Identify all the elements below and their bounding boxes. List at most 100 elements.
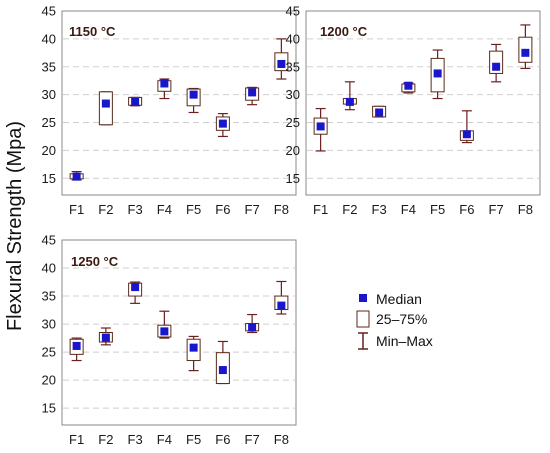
- box-F7: [245, 86, 260, 106]
- median-marker: [101, 99, 110, 108]
- x-tick-label: F3: [128, 202, 143, 217]
- box-F6: [215, 340, 230, 385]
- y-tick-label: 40: [286, 31, 300, 46]
- median-marker: [521, 48, 530, 57]
- box-F4: [157, 78, 172, 100]
- x-tick-label: F7: [245, 432, 260, 447]
- box-F1: [313, 107, 328, 152]
- y-axis-label: Flexural Strength (Mpa): [4, 121, 26, 331]
- median-marker: [462, 130, 471, 139]
- box-F2: [98, 327, 113, 346]
- y-tick-label: 15: [42, 171, 56, 186]
- x-tick-label: F6: [459, 202, 474, 217]
- median-marker: [72, 341, 81, 350]
- y-tick-label: 30: [42, 317, 56, 332]
- box-F3: [128, 96, 143, 107]
- y-tick-label: 30: [42, 87, 56, 102]
- legend-median-label: Median: [376, 291, 422, 307]
- box-F1: [69, 170, 84, 181]
- median-marker: [345, 97, 354, 106]
- legend-median-marker: [359, 294, 367, 302]
- median-marker: [277, 59, 286, 68]
- box-F6: [459, 110, 474, 144]
- x-tick-label: F5: [186, 202, 201, 217]
- median-marker: [404, 81, 413, 90]
- median-marker: [160, 79, 169, 88]
- x-tick-label: F4: [157, 202, 172, 217]
- x-tick-label: F2: [98, 432, 113, 447]
- panel-title: 1150 °C: [69, 24, 116, 39]
- y-tick-label: 40: [42, 31, 56, 46]
- panel-1250: 15 20 25 30 35 40 45 F1 F2 F3 F4 F5 F6 F7 F8 1250 °C: [42, 233, 297, 447]
- y-tick-label: 20: [42, 143, 56, 158]
- x-tick-label: F1: [69, 202, 84, 217]
- box-F3: [128, 281, 143, 304]
- panel-title: 1200 °C: [320, 24, 368, 39]
- box-F7: [245, 313, 260, 334]
- box-F8: [518, 24, 533, 70]
- panel-1150: 15 20 25 30 35 40 45 F1 F2 F3 F4 F5 F6 F7 F8 1150 °C: [42, 4, 297, 217]
- y-tick-label: 20: [42, 373, 56, 388]
- y-tick-label: 35: [42, 289, 56, 304]
- box-F5: [186, 87, 201, 114]
- box-F5: [186, 335, 201, 372]
- x-tick-label: F7: [489, 202, 504, 217]
- y-tick-label: 35: [42, 59, 56, 74]
- y-tick-label: 35: [286, 59, 300, 74]
- x-tick-label: F2: [98, 202, 113, 217]
- median-marker: [492, 62, 501, 71]
- x-tick-label: F3: [372, 202, 387, 217]
- x-tick-label: F4: [157, 432, 172, 447]
- box-F4: [157, 310, 172, 339]
- y-tick-label: 25: [42, 115, 56, 130]
- y-tick-label: 15: [42, 401, 56, 416]
- median-marker: [433, 69, 442, 78]
- y-tick-label: 15: [286, 171, 300, 186]
- median-marker: [131, 97, 140, 106]
- x-tick-label: F5: [186, 432, 201, 447]
- median-marker: [72, 172, 81, 181]
- median-marker: [277, 301, 286, 310]
- box-F6: [215, 112, 230, 138]
- box-F8: [274, 38, 289, 80]
- x-tick-label: F5: [430, 202, 445, 217]
- median-marker: [101, 333, 110, 342]
- median-marker: [218, 366, 227, 375]
- y-tick-label: 25: [42, 345, 56, 360]
- box-F1: [69, 337, 84, 362]
- box-F7: [489, 43, 504, 83]
- median-marker: [316, 122, 325, 131]
- panel-1200: 15 20 25 30 35 40 45 F1 F2 F3 F4 F5 F6 F7 F8 1200 °C: [286, 4, 541, 217]
- legend-box-label: 25–75%: [376, 311, 427, 327]
- y-tick-label: 45: [42, 4, 56, 19]
- x-tick-label: F3: [128, 432, 143, 447]
- median-marker: [160, 327, 169, 336]
- panel-title: 1250 °C: [71, 254, 119, 269]
- median-marker: [189, 90, 198, 99]
- legend: Median 25–75% Min–Max: [356, 291, 433, 350]
- iqr-box: [98, 91, 113, 126]
- y-tick-label: 45: [42, 233, 56, 248]
- legend-range-label: Min–Max: [376, 333, 433, 349]
- x-tick-label: F8: [274, 202, 289, 217]
- legend-box-marker: [356, 310, 370, 328]
- box-F2: [342, 81, 357, 111]
- median-marker: [248, 88, 257, 97]
- median-marker: [218, 119, 227, 128]
- box-F4: [401, 81, 416, 94]
- x-tick-label: F8: [518, 202, 533, 217]
- x-tick-label: F6: [215, 202, 230, 217]
- median-marker: [189, 343, 198, 352]
- y-tick-label: 25: [286, 115, 300, 130]
- median-marker: [131, 283, 140, 292]
- box-F3: [372, 105, 387, 118]
- median-marker: [375, 108, 384, 117]
- x-tick-label: F8: [274, 432, 289, 447]
- y-tick-label: 30: [286, 87, 300, 102]
- x-tick-label: F4: [401, 202, 416, 217]
- x-tick-label: F2: [342, 202, 357, 217]
- y-tick-label: 45: [286, 4, 300, 19]
- y-tick-label: 40: [42, 261, 56, 276]
- y-tick-label: 20: [286, 143, 300, 158]
